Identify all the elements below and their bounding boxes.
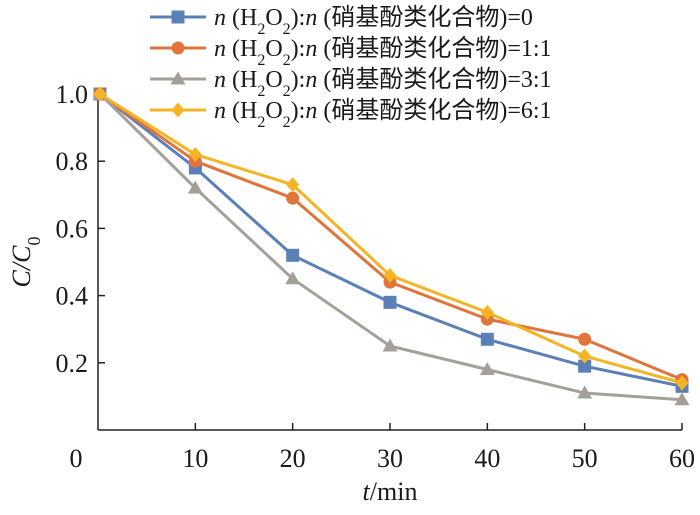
legend: n (H2O2):n (硝基酚类化合物)=0n (H2O2):n (硝基酚类化合…: [150, 4, 552, 131]
y-axis-title: C/C0: [7, 237, 44, 288]
legend-label-part: (H: [226, 36, 257, 62]
legend-label-part: ):: [291, 5, 306, 31]
diamond-marker: [578, 348, 592, 364]
y-tick-label: 0.2: [56, 349, 89, 378]
x-tick-label: 0: [70, 444, 83, 473]
square-marker: [171, 10, 185, 24]
square-marker: [480, 332, 494, 346]
circle-marker: [578, 332, 592, 346]
legend-label-part: O: [265, 5, 282, 31]
legend-label-part: n: [305, 98, 317, 124]
legend-item: n (H2O2):n (硝基酚类化合物)=6:1: [150, 97, 552, 131]
series-line: [98, 92, 683, 402]
diamond-marker: [171, 102, 185, 118]
legend-label-part: n: [214, 67, 226, 93]
square-marker: [383, 295, 397, 309]
legend-label-part: 2: [257, 114, 265, 131]
diamond-marker: [383, 267, 397, 283]
circle-marker: [171, 41, 185, 55]
y-axis-title-sub: 0: [24, 237, 44, 246]
legend-label-part: n: [214, 36, 226, 62]
triangle-marker: [285, 271, 301, 285]
legend-label-part: (H: [226, 5, 257, 31]
y-tick-label: 0.6: [56, 214, 89, 243]
legend-label-part: ):: [291, 67, 306, 93]
legend-label-part: 2: [283, 52, 291, 69]
legend-label-part: 2: [257, 21, 265, 38]
legend-label-part: 2: [257, 52, 265, 69]
legend-label-part: (硝基酚类化合物)=6:1: [317, 97, 551, 124]
triangle-marker: [187, 180, 203, 194]
legend-label-part: n: [214, 98, 226, 124]
triangle-marker: [170, 71, 186, 85]
y-tick-label: 0.4: [56, 282, 89, 311]
x-tick-label: 10: [182, 444, 208, 473]
x-axis-title-unit: /min: [370, 477, 418, 506]
y-tick-label: 1.0: [56, 80, 89, 109]
legend-item: n (H2O2):n (硝基酚类化合物)=0: [150, 4, 533, 38]
circle-marker: [286, 191, 300, 205]
diamond-marker: [188, 146, 202, 162]
legend-label-part: O: [265, 36, 282, 62]
legend-label: n (H2O2):n (硝基酚类化合物)=0: [214, 4, 533, 38]
x-tick-label: 40: [474, 444, 500, 473]
diamond-marker: [286, 177, 300, 193]
legend-item: n (H2O2):n (硝基酚类化合物)=1:1: [150, 35, 552, 69]
x-tick-label: 50: [572, 444, 598, 473]
legend-label-part: n: [305, 5, 317, 31]
legend-label-part: O: [265, 67, 282, 93]
legend-label: n (H2O2):n (硝基酚类化合物)=3:1: [214, 66, 552, 100]
legend-label-part: (H: [226, 98, 257, 124]
legend-label-part: (硝基酚类化合物)=3:1: [317, 66, 551, 93]
series-2: [92, 86, 690, 406]
y-axis-title-var: C/C: [7, 245, 36, 288]
legend-label: n (H2O2):n (硝基酚类化合物)=1:1: [214, 35, 552, 69]
triangle-marker: [382, 338, 398, 352]
triangle-marker: [577, 385, 593, 399]
legend-label-part: ):: [291, 36, 306, 62]
series-3: [93, 86, 689, 391]
diamond-marker: [675, 375, 689, 391]
legend-label-part: 2: [283, 83, 291, 100]
series-line: [99, 92, 683, 385]
diamond-marker: [480, 304, 494, 320]
legend-label-part: 2: [257, 83, 265, 100]
triangle-marker: [479, 362, 495, 376]
legend-label-part: ):: [291, 98, 306, 124]
y-tick-label: 0.8: [56, 147, 89, 176]
legend-label-part: (H: [226, 67, 257, 93]
diamond-marker: [93, 86, 107, 102]
legend-label-part: n: [305, 67, 317, 93]
y-ticks: 0.2 0.4 0.6 0.8 1.0: [56, 80, 105, 378]
series-line: [99, 92, 683, 381]
legend-label-part: 2: [283, 114, 291, 131]
series-layer: [92, 86, 690, 406]
x-tick-label: 20: [280, 444, 306, 473]
x-axis-title-var: t: [363, 477, 371, 506]
legend-label-part: (硝基酚类化合物)=1:1: [317, 35, 551, 62]
legend-item: n (H2O2):n (硝基酚类化合物)=3:1: [150, 66, 552, 100]
x-ticks: 0 10 20 30 40 50 60: [70, 423, 695, 473]
legend-label-part: n: [305, 36, 317, 62]
legend-label-part: n: [214, 5, 226, 31]
x-tick-label: 30: [377, 444, 403, 473]
legend-label: n (H2O2):n (硝基酚类化合物)=6:1: [214, 97, 552, 131]
square-marker: [286, 248, 300, 262]
x-tick-label: 60: [669, 444, 695, 473]
legend-label-part: O: [265, 98, 282, 124]
triangle-marker: [674, 392, 690, 406]
legend-label-part: (硝基酚类化合物)=0: [317, 4, 533, 31]
legend-label-part: 2: [283, 21, 291, 38]
x-axis-title: t/min: [363, 477, 418, 506]
square-marker: [578, 359, 592, 373]
